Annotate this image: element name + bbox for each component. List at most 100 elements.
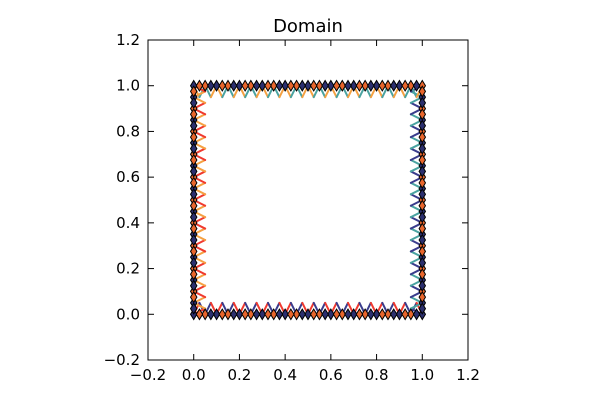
boundary-marker [207, 79, 215, 92]
boundary-marker [418, 233, 427, 247]
boundary-marker [418, 96, 427, 110]
y-tick-label: 0.2 [116, 260, 140, 278]
boundary-marker [361, 79, 369, 92]
y-tick-label: 0.4 [116, 214, 140, 232]
y-tick-label: −0.2 [104, 351, 140, 369]
boundary-marker [269, 308, 278, 321]
boundary-marker [247, 308, 255, 321]
boundary-marker [212, 308, 221, 321]
boundary-marker [189, 199, 198, 212]
boundary-marker [418, 199, 427, 212]
boundary-marker [418, 130, 427, 144]
boundary-marker [309, 79, 318, 92]
boundary-marker [298, 308, 307, 321]
boundary-marker [418, 108, 427, 121]
boundary-marker [189, 130, 198, 144]
boundary-marker [327, 308, 335, 321]
y-tick-label: 1.2 [116, 31, 140, 49]
tick-layer: −0.2 0.0 0.2 0.4 0.6 0.8 1.0 1.2 −0.2 0.0 0.2 0.4 0.… [104, 31, 480, 384]
boundary-marker [349, 79, 358, 92]
boundary-marker [281, 308, 289, 321]
y-tick-label: 1.0 [116, 77, 140, 95]
boundary-marker [189, 119, 198, 132]
boundary-marker [275, 308, 284, 321]
boundary-marker [372, 308, 381, 321]
x-tick-label: 0.0 [182, 366, 206, 384]
boundary-marker [287, 308, 295, 321]
boundary-marker [195, 79, 204, 92]
boundary-marker [207, 308, 215, 321]
boundary-marker [292, 308, 301, 321]
boundary-marker [315, 308, 324, 321]
x-tick-label: −0.2 [130, 366, 166, 384]
x-tick-label: 1.0 [410, 366, 434, 384]
boundary-marker [344, 79, 352, 92]
boundary-marker [189, 176, 198, 190]
boundary-marker [241, 79, 249, 92]
boundary-marker [384, 79, 392, 92]
boundary-marker [189, 96, 198, 110]
boundary-marker [298, 79, 307, 92]
boundary-marker [258, 308, 267, 321]
boundary-marker [189, 153, 198, 167]
x-tick-label: 0.4 [273, 366, 297, 384]
boundary-marker [418, 222, 427, 235]
boundary-marker [418, 268, 427, 281]
boundary-marker [264, 79, 272, 92]
boundary-marker [418, 165, 427, 178]
boundary-marker [418, 188, 427, 201]
boundary-marker [418, 210, 427, 224]
boundary-marker [212, 79, 221, 92]
boundary-marker [395, 308, 404, 321]
boundary-marker [258, 79, 267, 92]
boundary-marker [201, 79, 209, 92]
boundary-marker [287, 79, 295, 92]
boundary-marker [235, 79, 244, 92]
boundary-marker [349, 308, 358, 321]
boundary-marker [389, 79, 398, 92]
boundary-marker [384, 308, 392, 321]
boundary-marker [201, 308, 209, 321]
chart-title: Domain [273, 16, 343, 37]
x-tick-label: 0.2 [227, 366, 251, 384]
boundary-marker [189, 279, 198, 292]
boundary-marker [309, 308, 318, 321]
boundary-marker [218, 79, 227, 92]
boundary-marker [367, 79, 375, 92]
boundary-marker [189, 210, 198, 224]
boundary-marker [321, 308, 329, 321]
boundary-marker [378, 79, 387, 92]
boundary-marker [418, 279, 427, 292]
axes-frame [147, 39, 469, 361]
boundary-marker [395, 79, 404, 92]
boundary-marker [361, 308, 369, 321]
x-tick-label: 1.2 [456, 366, 480, 384]
boundary-marker [247, 79, 255, 92]
boundary-marker [389, 308, 398, 321]
y-tick-label: 0.8 [116, 122, 140, 140]
boundary-marker [378, 308, 387, 321]
boundary-marker [304, 308, 312, 321]
boundary-marker [355, 308, 364, 321]
boundary-marker [224, 79, 232, 92]
boundary-marker [418, 245, 427, 258]
boundary-marker [269, 79, 278, 92]
boundary-marker [338, 79, 347, 92]
boundary-marker [195, 308, 204, 321]
boundary-marker [418, 119, 427, 132]
marker-layer [189, 79, 427, 321]
boundary-marker [304, 79, 312, 92]
boundary-marker [315, 79, 324, 92]
boundary-marker [292, 79, 301, 92]
boundary-marker [344, 308, 352, 321]
y-tick-label: 0.6 [116, 168, 140, 186]
boundary-marker [418, 85, 427, 98]
boundary-marker [407, 79, 415, 92]
boundary-marker [338, 308, 347, 321]
y-tick-label: 0.0 [116, 305, 140, 323]
boundary-marker [241, 308, 249, 321]
boundary-marker [418, 290, 427, 304]
boundary-marker [189, 108, 198, 121]
